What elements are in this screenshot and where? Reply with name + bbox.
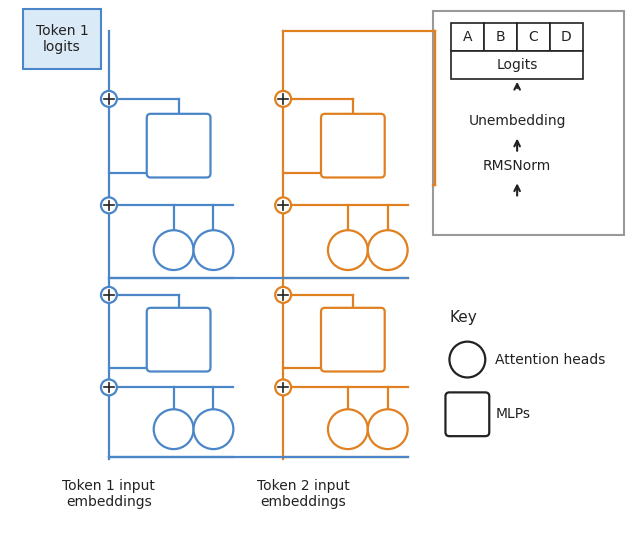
Text: Token 1 input
embeddings: Token 1 input embeddings: [63, 479, 156, 509]
Circle shape: [275, 91, 291, 107]
FancyBboxPatch shape: [445, 392, 489, 436]
Circle shape: [275, 197, 291, 213]
Circle shape: [101, 379, 117, 395]
Bar: [451, 23, 484, 51]
Text: Logits: Logits: [497, 58, 538, 72]
Text: RMSNorm: RMSNorm: [483, 159, 551, 173]
FancyBboxPatch shape: [147, 308, 211, 372]
Circle shape: [328, 230, 368, 270]
Text: D: D: [561, 30, 572, 44]
Text: Token 1
logits: Token 1 logits: [36, 24, 88, 54]
FancyBboxPatch shape: [147, 114, 211, 178]
FancyBboxPatch shape: [321, 308, 385, 372]
FancyBboxPatch shape: [321, 114, 385, 178]
Circle shape: [449, 342, 485, 378]
Bar: [451, 51, 583, 79]
Text: Key: Key: [449, 310, 477, 325]
Bar: [550, 23, 583, 51]
Bar: [433, 11, 623, 235]
Text: B: B: [496, 30, 506, 44]
Circle shape: [368, 409, 408, 449]
Text: A: A: [463, 30, 472, 44]
Text: Attention heads: Attention heads: [495, 353, 605, 367]
Text: C: C: [529, 30, 538, 44]
Circle shape: [275, 379, 291, 395]
Text: Unembedding: Unembedding: [468, 114, 566, 128]
Circle shape: [328, 409, 368, 449]
Circle shape: [368, 230, 408, 270]
Text: MLPs: MLPs: [495, 407, 530, 421]
Circle shape: [154, 230, 193, 270]
Bar: [23, 9, 101, 69]
Text: Token 2 input
embeddings: Token 2 input embeddings: [257, 479, 349, 509]
Circle shape: [154, 409, 193, 449]
Circle shape: [275, 287, 291, 303]
Circle shape: [101, 197, 117, 213]
Circle shape: [101, 91, 117, 107]
Bar: [484, 23, 517, 51]
Circle shape: [193, 409, 234, 449]
Bar: [517, 23, 550, 51]
Circle shape: [101, 287, 117, 303]
Circle shape: [193, 230, 234, 270]
